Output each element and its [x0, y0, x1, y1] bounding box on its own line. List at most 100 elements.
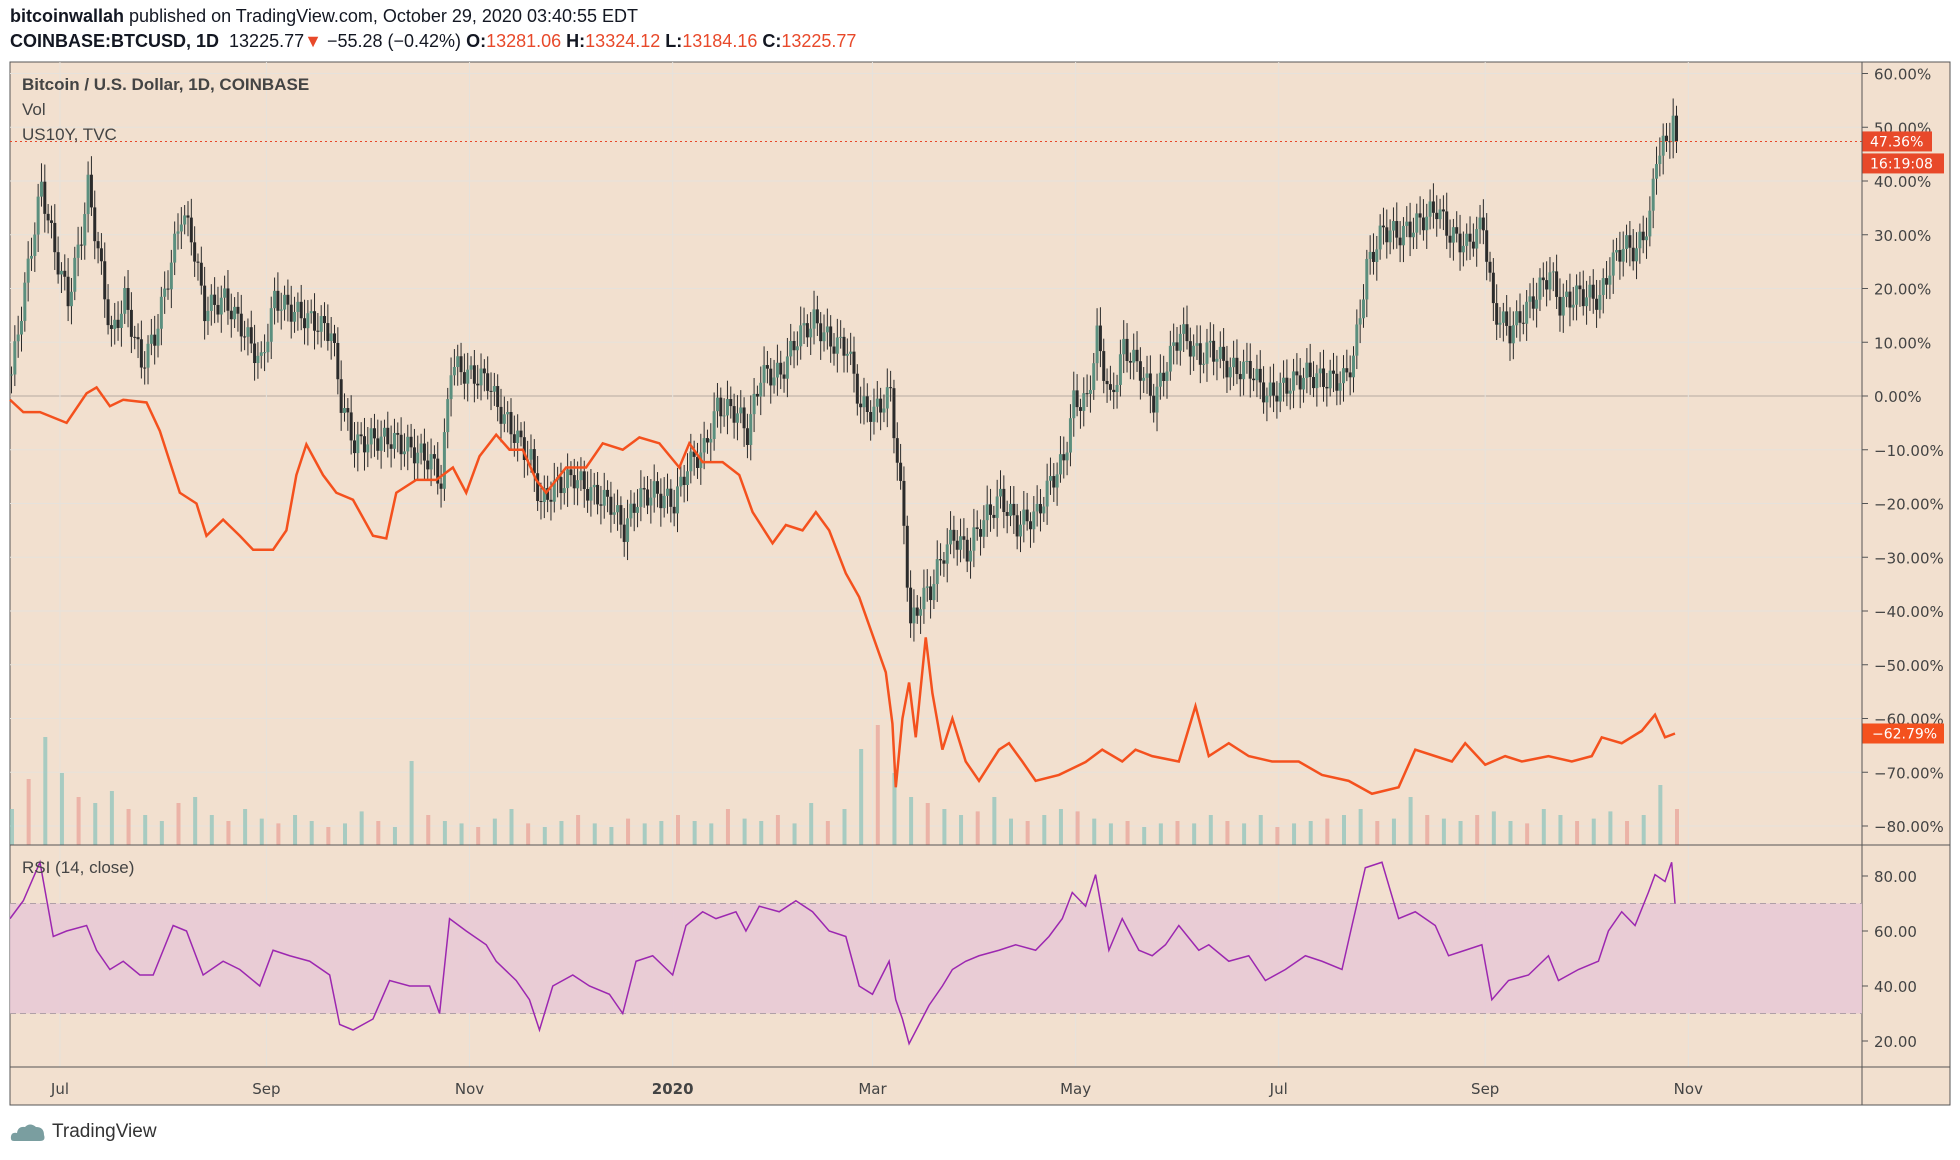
- candle-body: [402, 451, 406, 455]
- candle-body: [825, 326, 829, 333]
- candle-body: [362, 436, 366, 453]
- candle-body: [1152, 395, 1156, 413]
- x-tick-label: 2020: [652, 1080, 694, 1098]
- us10y-badge: [1862, 723, 1944, 744]
- candle-body: [1198, 343, 1202, 365]
- candle-body: [1565, 291, 1569, 297]
- volume-bar: [459, 823, 464, 845]
- volume-bar: [1591, 818, 1596, 845]
- candle-body: [376, 438, 380, 451]
- candle-body: [822, 332, 826, 342]
- candle-body: [1105, 380, 1109, 385]
- volume-bar: [592, 823, 597, 845]
- volume-bar: [1575, 821, 1580, 845]
- candle-body: [546, 488, 550, 500]
- candle-body: [1548, 272, 1552, 290]
- candle-body: [432, 454, 436, 459]
- candle-body: [832, 346, 836, 354]
- candle-body: [592, 484, 596, 488]
- candle-body: [349, 412, 353, 441]
- candle-body: [1408, 221, 1412, 238]
- legend-vol[interactable]: Vol: [22, 100, 46, 119]
- candle-body: [366, 444, 370, 453]
- candle-body: [76, 244, 80, 258]
- volume-bar: [109, 791, 114, 845]
- candle-body: [1518, 311, 1522, 323]
- volume-bar: [842, 809, 847, 845]
- price-badge: [1862, 131, 1932, 152]
- candle-body: [176, 231, 180, 234]
- author: bitcoinwallah: [10, 6, 125, 26]
- candle-body: [146, 343, 150, 368]
- candle-body: [326, 323, 330, 342]
- rsi-tick-label: 20.00: [1874, 1033, 1917, 1051]
- open-value: 13281.06: [486, 31, 562, 51]
- candle-body: [999, 488, 1003, 497]
- candle-body: [889, 387, 893, 389]
- legend-us10y[interactable]: US10Y, TVC: [22, 125, 117, 144]
- candle-body: [1075, 390, 1079, 408]
- candle-body: [1431, 201, 1435, 213]
- candle-body: [1022, 509, 1026, 525]
- candle-body: [885, 387, 889, 409]
- candle-body: [586, 489, 590, 501]
- rsi-tick-label: 40.00: [1874, 978, 1917, 996]
- legend-rsi[interactable]: RSI (14, close): [22, 858, 135, 877]
- volume-bar: [359, 811, 364, 845]
- candle-body: [1665, 135, 1669, 142]
- candle-body: [386, 427, 390, 445]
- volume-bar: [542, 827, 547, 845]
- volume-bar: [376, 821, 381, 845]
- candle-body: [1368, 251, 1372, 259]
- candle-body: [959, 536, 963, 550]
- volume-bar: [93, 803, 98, 845]
- rsi-band: [10, 903, 1862, 1014]
- price-badge-text: 47.36%: [1870, 134, 1923, 150]
- tradingview-logo[interactable]: TradingView: [10, 1121, 157, 1143]
- candle-body: [1598, 294, 1602, 310]
- volume-bar: [1308, 821, 1313, 845]
- candle-body: [912, 607, 916, 624]
- volume-bar: [1658, 785, 1663, 845]
- candle-body: [1052, 476, 1056, 488]
- candle-body: [333, 333, 337, 343]
- candle-body: [392, 432, 396, 449]
- candle-body: [269, 308, 273, 342]
- candle-body: [243, 336, 247, 338]
- candle-body: [1172, 342, 1176, 346]
- candle-body: [1085, 393, 1089, 395]
- volume-bar: [1541, 809, 1546, 845]
- candle-body: [1275, 395, 1279, 402]
- candle-body: [745, 428, 749, 445]
- candle-body: [13, 341, 17, 375]
- candle-body: [1628, 235, 1632, 248]
- volume-bar: [492, 818, 497, 845]
- candle-body: [339, 379, 343, 413]
- legend-main[interactable]: Bitcoin / U.S. Dollar, 1D, COINBASE: [22, 75, 310, 94]
- candle-body: [1385, 227, 1389, 243]
- high-label: H:: [566, 31, 586, 51]
- volume-bar: [126, 809, 131, 845]
- candle-body: [732, 406, 736, 423]
- candle-body: [1635, 248, 1639, 262]
- candle-body: [1605, 278, 1609, 285]
- close-value: 13225.77: [781, 31, 857, 51]
- volume-bar: [1192, 823, 1197, 845]
- volume-bar: [1358, 809, 1363, 845]
- volume-bar: [1458, 821, 1463, 845]
- y-tick-label: −10.00%: [1874, 442, 1944, 460]
- volume-bar: [1625, 821, 1630, 845]
- candle-body: [502, 414, 506, 424]
- candle-body: [882, 408, 886, 413]
- candle-body: [1215, 358, 1219, 362]
- candle-body: [1578, 285, 1582, 290]
- candle-body: [955, 540, 959, 550]
- candle-body: [406, 436, 410, 452]
- candle-body: [1078, 407, 1082, 411]
- candle-body: [915, 607, 919, 616]
- candle-body: [1125, 338, 1129, 361]
- volume-bar: [1125, 821, 1130, 845]
- candle-body: [459, 356, 463, 373]
- candle-body: [389, 444, 393, 449]
